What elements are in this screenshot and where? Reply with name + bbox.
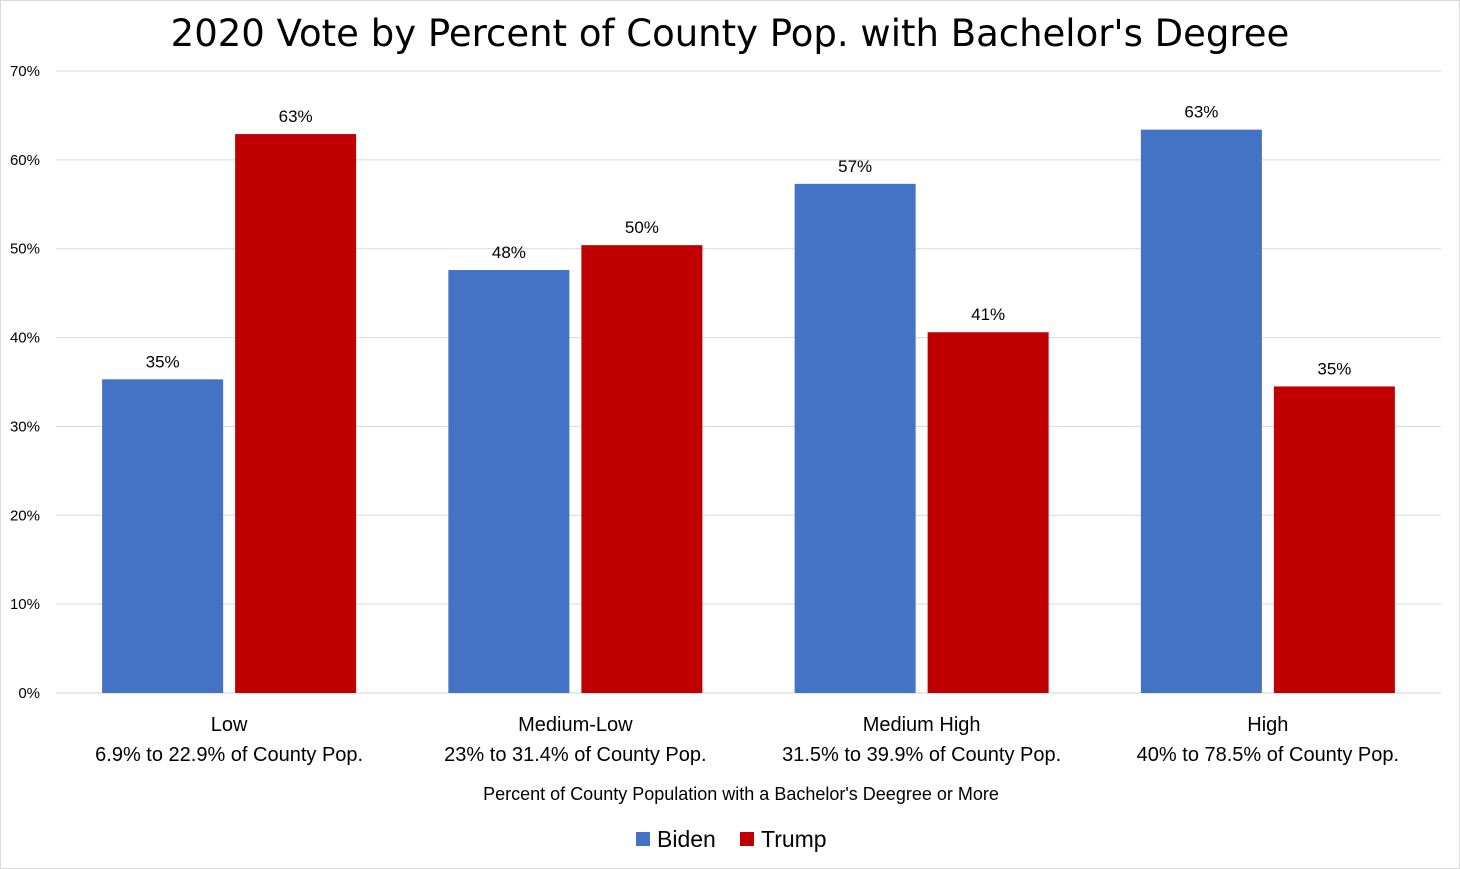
bar-trump (927, 332, 1049, 693)
category-label: Medium High (863, 714, 981, 736)
legend-label-biden: Biden (657, 826, 716, 852)
bar-trump (1273, 386, 1395, 693)
y-tick-label: 60% (10, 152, 40, 169)
x-axis-title: Percent of County Population with a Bach… (483, 784, 999, 804)
bar-biden (1140, 129, 1262, 693)
y-tick-label: 30% (10, 418, 40, 435)
bar-biden (102, 379, 224, 693)
y-tick-label: 0% (18, 685, 40, 702)
legend-label-trump: Trump (761, 826, 827, 852)
bar-trump (581, 245, 703, 693)
data-label: 48% (492, 243, 526, 262)
data-label: 41% (971, 305, 1005, 324)
data-label: 57% (838, 157, 872, 176)
category-label: Low (211, 714, 248, 736)
data-label: 50% (625, 218, 659, 237)
category-range-label: 6.9% to 22.9% of County Pop. (95, 744, 363, 766)
y-tick-label: 20% (10, 507, 40, 524)
category-range-label: 40% to 78.5% of County Pop. (1137, 744, 1399, 766)
data-label: 35% (1317, 359, 1351, 378)
data-label: 35% (146, 352, 180, 371)
category-label: Medium-Low (518, 714, 633, 736)
bar-biden (448, 270, 570, 693)
y-tick-label: 40% (10, 330, 40, 347)
category-label: High (1247, 714, 1288, 736)
data-label: 63% (279, 107, 313, 126)
category-range-label: 23% to 31.4% of County Pop. (444, 744, 706, 766)
y-tick-label: 50% (10, 241, 40, 258)
y-tick-label: 70% (10, 63, 40, 80)
y-tick-label: 10% (10, 596, 40, 613)
data-label: 63% (1184, 103, 1218, 122)
legend-swatch-biden (636, 832, 650, 846)
bar-trump (235, 134, 357, 694)
legend-swatch-trump (740, 832, 754, 846)
chart-title: 2020 Vote by Percent of County Pop. with… (170, 12, 1290, 55)
bar-biden (794, 183, 916, 693)
category-range-label: 31.5% to 39.9% of County Pop. (782, 744, 1061, 766)
